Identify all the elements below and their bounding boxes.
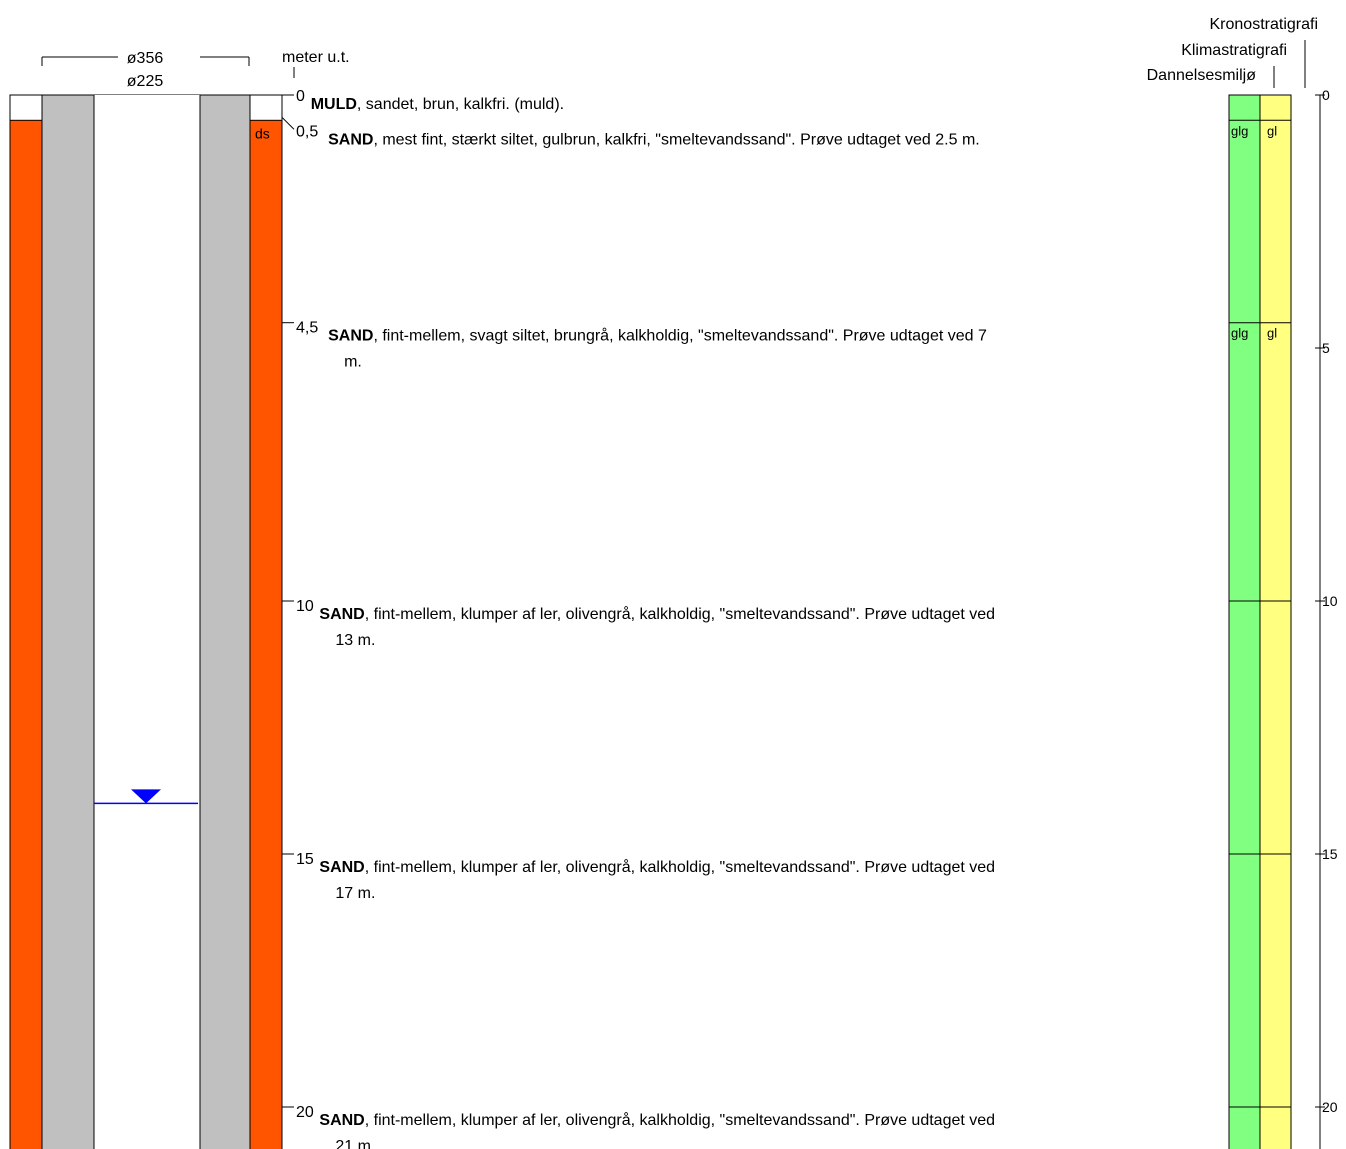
layer-desc-text: , mest fint, stærkt siltet, gulbrun, kal… xyxy=(373,131,979,148)
dannelsesmiljo-column xyxy=(1228,94,1261,1149)
layer-description-continued: 13 m. xyxy=(335,632,375,649)
filling-label: ds xyxy=(255,125,270,141)
layer-desc-text: , fint-mellem, klumper af ler, olivengrå… xyxy=(365,858,995,876)
klimastratigrafi-code: gl xyxy=(1267,123,1277,138)
layer-description-continued: 21 m. xyxy=(335,1138,375,1149)
layer-description: SAND, fint-mellem, klumper af ler, olive… xyxy=(319,1111,995,1129)
layer-depth-label: 15 xyxy=(296,851,314,868)
log-header: ø356 ø225 meter u.t. Kronostratigrafi Kl… xyxy=(41,16,1319,90)
layer-depth-label: 10 xyxy=(296,598,314,615)
klimastratigrafi-label: Klimastratigrafi xyxy=(1181,42,1287,59)
stratigraphy-cells: glg gl glg gl xyxy=(1229,94,1291,1108)
layer-description: SAND, mest fint, stærkt siltet, gulbrun,… xyxy=(328,131,980,148)
layer-desc-text: , sandet, brun, kalkfri. (muld). xyxy=(357,96,564,113)
layer-descriptions: 0 MULD, sandet, brun, kalkfri. (muld). 0,5… xyxy=(281,88,995,1149)
dannelsesmiljo-label: Dannelsesmiljø xyxy=(1147,67,1257,84)
casing-inner-diameter-label: ø225 xyxy=(127,73,164,90)
layer-desc-text: , fint-mellem, svagt siltet, brungrå, ka… xyxy=(373,327,987,345)
depth-scale-label: 20 xyxy=(1322,1099,1338,1115)
water-level-marker xyxy=(94,789,198,805)
layer-name: MULD xyxy=(311,96,357,113)
depth-scale-label: 15 xyxy=(1322,846,1338,862)
filling-right xyxy=(249,119,283,1149)
layer-depth-label: 0 xyxy=(296,88,305,105)
stratigraphy-columns: glg gl glg gl xyxy=(1228,94,1292,1149)
layer-description-continued: m. xyxy=(344,354,362,371)
kronostratigrafi-label: Kronostratigrafi xyxy=(1210,16,1319,33)
casing-outer-diameter-label: ø356 xyxy=(127,50,164,67)
depth-scale-label: 10 xyxy=(1322,593,1338,609)
layer-description: SAND, fint-mellem, klumper af ler, olive… xyxy=(319,858,995,876)
casing-right xyxy=(199,94,251,1149)
layer-desc-text: , fint-mellem, klumper af ler, olivengrå… xyxy=(365,1111,995,1129)
well-interior xyxy=(94,95,200,1149)
water-level-icon xyxy=(131,789,161,804)
layer-name: SAND xyxy=(319,1112,364,1129)
depth-scale-label: 5 xyxy=(1322,340,1330,356)
klimastratigrafi-column xyxy=(1259,94,1292,1149)
layer-depth-label: 0,5 xyxy=(296,123,318,140)
filling-left xyxy=(9,119,43,1149)
depth-scale-label: 0 xyxy=(1322,87,1330,103)
layer-description-continued: 17 m. xyxy=(335,885,375,902)
layer-name: SAND xyxy=(328,131,373,148)
layer-description: MULD, sandet, brun, kalkfri. (muld). xyxy=(311,96,564,113)
klimastratigrafi-code: gl xyxy=(1267,326,1277,341)
layer-description: SAND, fint-mellem, svagt siltet, brungrå… xyxy=(328,327,987,345)
well-construction: ds xyxy=(9,94,283,1149)
layer-depth-label: 20 xyxy=(296,1104,314,1121)
layer-desc-text: , fint-mellem, klumper af ler, olivengrå… xyxy=(365,605,995,623)
layer-name: SAND xyxy=(319,859,364,876)
casing-left xyxy=(41,94,95,1149)
depth-unit-label: meter u.t. xyxy=(282,49,350,66)
layer-description: SAND, fint-mellem, klumper af ler, olive… xyxy=(319,605,995,623)
depth-scale: 0 5 10 15 20 xyxy=(1315,87,1338,1149)
dannelsesmiljo-code: glg xyxy=(1231,326,1248,341)
layer-name: SAND xyxy=(328,328,373,345)
depth-marker xyxy=(281,116,295,130)
layer-name: SAND xyxy=(319,606,364,623)
layer-depth-label: 4,5 xyxy=(296,320,318,337)
dannelsesmiljo-code: glg xyxy=(1231,123,1248,138)
